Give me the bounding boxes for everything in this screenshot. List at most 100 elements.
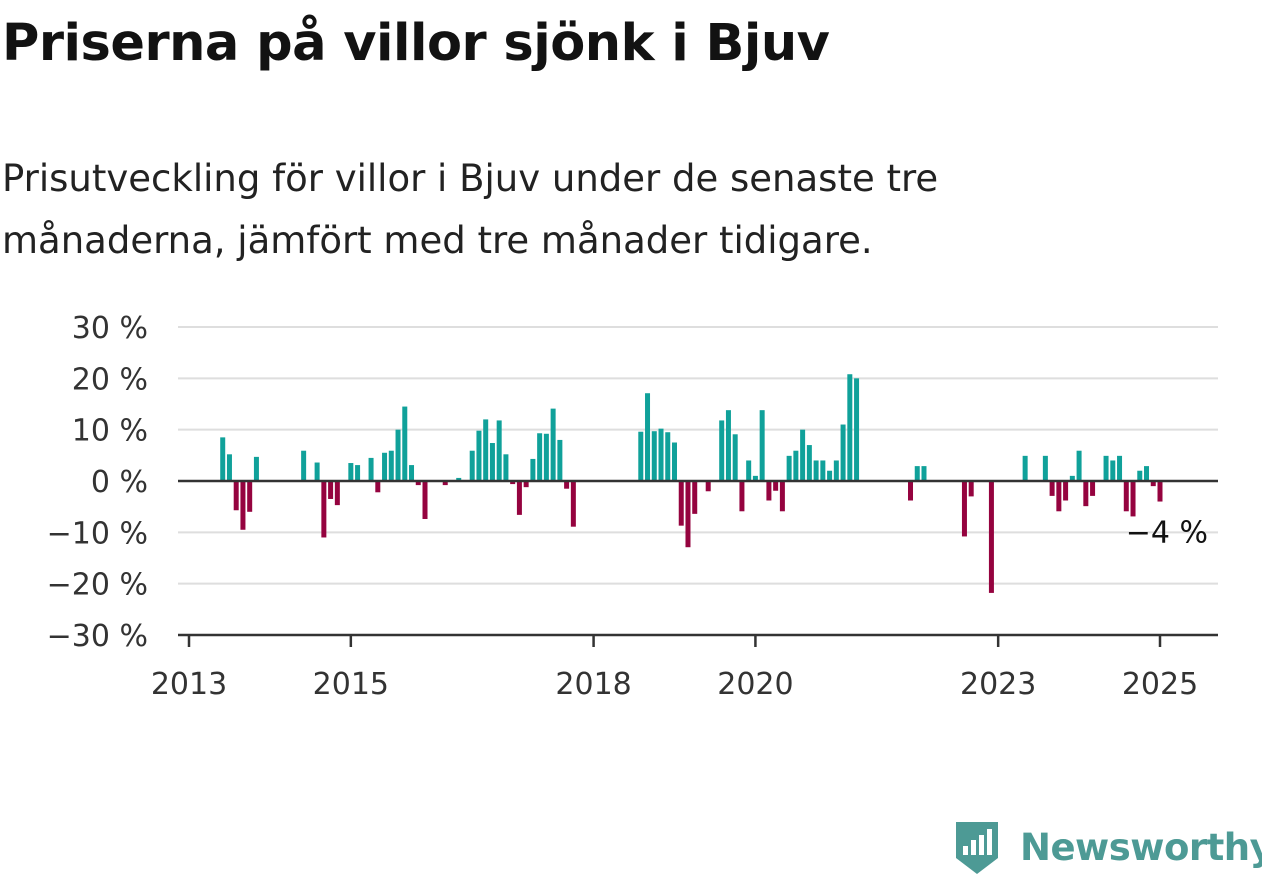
- bar: [800, 429, 806, 481]
- bar: [988, 481, 994, 593]
- bar-chart: 30 % 20 % 10 % 0 % −10 % −20 % −30 %2013 2015 20…: [47, 311, 1218, 700]
- bar: [368, 457, 374, 481]
- bar: [415, 481, 421, 486]
- bar: [564, 481, 570, 489]
- bar: [523, 481, 529, 488]
- x-tick-label: 2018: [555, 667, 631, 700]
- bar: [503, 454, 509, 481]
- bar: [840, 424, 846, 481]
- y-tick-label: 30 %: [72, 311, 148, 346]
- bar: [1022, 455, 1028, 481]
- bar: [847, 374, 853, 481]
- bar: [388, 450, 394, 481]
- bar: [543, 433, 549, 481]
- bar: [1076, 450, 1082, 481]
- x-tick-label: 2020: [717, 667, 793, 700]
- bar: [827, 470, 833, 481]
- bar: [301, 450, 307, 481]
- bar: [1123, 481, 1129, 512]
- bar: [813, 460, 819, 481]
- bar: [402, 406, 408, 481]
- bar: [759, 410, 765, 481]
- bar: [226, 454, 232, 481]
- y-tick-label: 20 %: [72, 362, 148, 397]
- bar: [328, 481, 334, 499]
- bar: [510, 481, 516, 485]
- bar: [253, 456, 259, 481]
- bar: [1150, 481, 1156, 487]
- bar: [348, 463, 354, 481]
- bar: [570, 481, 576, 527]
- bar: [496, 420, 502, 481]
- bar: [719, 420, 725, 481]
- bar: [375, 481, 381, 493]
- bar: [1144, 466, 1150, 481]
- bar: [476, 430, 482, 481]
- y-tick-label: 10 %: [72, 414, 148, 449]
- bar: [1137, 470, 1143, 481]
- bar: [1117, 455, 1123, 481]
- bar: [914, 466, 920, 481]
- bar: [1157, 481, 1163, 502]
- bar: [442, 481, 448, 486]
- y-tick-label: −20 %: [47, 568, 148, 603]
- bar: [651, 431, 657, 481]
- newsworthy-logo-icon: [956, 822, 998, 874]
- bar: [314, 462, 320, 481]
- bar: [1042, 455, 1048, 481]
- bar: [705, 481, 711, 492]
- bar: [1069, 475, 1075, 481]
- bar: [321, 481, 327, 538]
- x-tick-label: 2025: [1122, 667, 1198, 700]
- bar: [672, 442, 677, 481]
- bar: [692, 481, 698, 514]
- bar: [854, 378, 860, 481]
- bar: [833, 460, 839, 481]
- bar: [665, 432, 671, 481]
- y-tick-label: −10 %: [47, 516, 148, 551]
- bar: [779, 481, 785, 512]
- bar: [1130, 481, 1136, 517]
- bar: [233, 481, 239, 511]
- bar: [732, 434, 738, 481]
- bar: [806, 445, 812, 481]
- bar: [1090, 481, 1096, 496]
- bar: [752, 475, 758, 481]
- bar: [1083, 481, 1089, 507]
- bar: [557, 439, 563, 481]
- bar: [220, 437, 226, 481]
- bar: [645, 393, 651, 481]
- bar: [334, 481, 340, 506]
- bar: [1103, 455, 1109, 481]
- x-tick-label: 2013: [151, 667, 227, 700]
- bar: [537, 433, 543, 481]
- bar: [961, 481, 967, 537]
- x-tick-label: 2015: [313, 667, 389, 700]
- bar: [456, 477, 462, 481]
- bar: [1049, 481, 1055, 496]
- bar: [489, 443, 495, 481]
- y-tick-label: −30 %: [47, 619, 148, 654]
- bar: [409, 465, 415, 481]
- bar: [240, 481, 246, 530]
- bar: [678, 481, 684, 526]
- bar: [382, 452, 388, 481]
- bar: [1110, 460, 1116, 481]
- bar: [516, 481, 522, 515]
- y-tick-label: 0 %: [91, 465, 148, 500]
- bar: [793, 450, 799, 481]
- bar: [469, 450, 475, 481]
- bar: [773, 481, 779, 491]
- bar: [355, 465, 361, 481]
- bar: [550, 408, 556, 481]
- bar: [820, 460, 826, 481]
- bar: [968, 481, 974, 497]
- chart-title: Priserna på villor sjönk i Bjuv: [2, 14, 830, 73]
- bar: [1056, 481, 1062, 512]
- bar: [725, 410, 731, 481]
- x-tick-label: 2023: [960, 667, 1036, 700]
- bar: [483, 419, 489, 481]
- bar: [786, 455, 792, 481]
- bar: [247, 481, 253, 512]
- bar: [746, 460, 752, 481]
